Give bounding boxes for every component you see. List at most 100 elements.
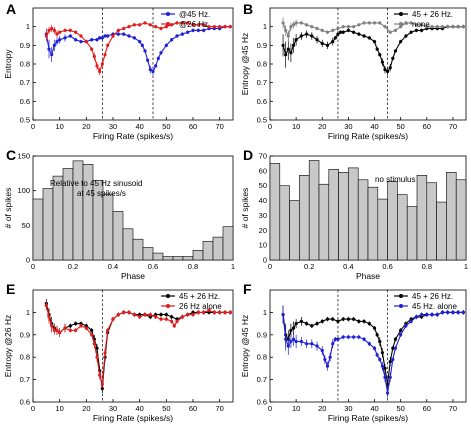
y-tick-label-c-2: 100 [17,186,30,195]
y-tick-label-d-2: 20 [259,226,267,235]
data-point-b-0-16 [341,30,345,34]
legend-swatch-marker-b-1 [399,22,403,26]
legend-e: 45 + 26 Hz.26 Hz alone [161,292,222,311]
legend-label-f-1: 45 Hz. alone [412,302,457,311]
bar-d-9 [357,179,369,261]
data-point-b-1-7 [304,23,309,27]
data-point-a-0-18 [116,32,120,36]
x-tick-label-b-4: 40 [370,122,378,131]
data-point-a-1-23 [138,23,142,27]
y-tick-label-f-4: 1 [263,308,267,317]
x-tick-label-c-2: 0.4 [108,262,118,271]
y-tick-label-d-6: 60 [259,166,267,175]
data-point-f-1-27 [383,375,387,379]
data-point-b-0-23 [375,47,379,51]
y-tick-label-b-2: 0.7 [257,78,267,87]
y-tick-label-b-3: 0.8 [257,60,267,69]
x-tick-label-a-4: 40 [135,122,143,131]
data-point-e-1-41 [228,310,232,314]
panel-c: 0 0.2 0.4 0.6 0.8 1 0 50 100 150 Phase # of spikes R… [3,152,235,282]
y-axis-label-b: Entropy @45 Hz [240,33,250,96]
bar-c-17 [202,240,214,261]
data-point-e-1-33 [186,313,190,317]
data-point-a-0-30 [159,51,163,55]
data-point-a-0-16 [106,34,110,38]
data-point-b-1-35 [451,25,455,29]
legend-label-b-0: 45 + 26 Hz. [412,10,453,19]
x-tick-label-e-4: 40 [135,404,143,413]
bar-d-16 [426,182,437,261]
data-point-f-1-6 [299,339,303,344]
y-axis-label-d: # of spikes [240,188,250,229]
data-point-b-0-17 [346,28,350,32]
legend-swatch-marker-a-0 [166,12,170,16]
bar-d-10 [367,186,379,261]
data-point-f-1-39 [435,313,439,317]
data-point-f-1-33 [404,324,408,328]
y-tick-label-a-3: 0.8 [20,60,30,69]
data-point-a-1-36 [207,25,211,29]
x-tick-label-e-5: 50 [162,404,170,413]
data-point-b-1-23 [388,30,392,34]
data-point-a-1-3 [52,28,56,32]
data-point-e-1-21 [127,310,131,314]
bar-d-0 [269,163,281,261]
data-point-a-0-32 [170,38,174,42]
data-point-f-0-9 [315,322,319,326]
bar-c-7 [102,193,114,261]
panel-letter-c: C [6,147,16,163]
data-point-b-1-31 [430,25,434,29]
data-point-b-1-5 [294,21,298,25]
data-point-e-1-13 [95,355,99,359]
data-point-b-1-20 [372,21,377,25]
data-point-a-0-27 [151,69,155,74]
data-point-e-1-26 [154,315,158,319]
data-point-b-0-5 [294,38,298,42]
data-point-e-0-28 [164,313,168,317]
x-tick-label-d-1: 0.2 [304,262,314,271]
x-axis-label-e: Firing Rate (spikes/s) [93,413,173,423]
data-point-b-1-15 [346,25,350,29]
data-point-f-1-24 [375,353,379,357]
legend-label-e-0: 45 + 26 Hz. [179,292,220,301]
panel-b: 0 10 20 30 40 50 60 70 0.5 0.6 0.7 0.8 0.9 1 Firing Ra… [240,7,467,141]
data-point-e-1-2 [50,324,54,328]
panel-e: 0 10 20 30 40 50 60 70 0.6 0.7 0.8 0.9 1 Firing Rate … [3,289,234,423]
data-point-b-0-7 [304,32,309,36]
x-tick-label-a-6: 60 [189,122,197,131]
bar-c-19 [222,226,234,261]
y-tick-label-d-4: 40 [259,196,267,205]
data-point-b-0-34 [414,28,418,32]
data-point-a-0-11 [90,38,94,42]
legend-a: @45 Hz.@26 Hz [161,10,210,29]
bar-c-11 [142,247,154,261]
data-point-b-0-28 [388,66,392,70]
data-point-a-1-15 [100,62,104,66]
legend-swatch-marker-e-0 [166,294,170,298]
data-point-e-0-27 [159,313,163,317]
data-point-e-1-24 [143,313,147,317]
x-tick-label-e-1: 10 [55,404,63,413]
data-point-f-1-13 [328,355,332,359]
data-point-e-0-11 [90,328,94,332]
x-tick-label-b-0: 0 [268,122,272,131]
data-point-e-1-1 [47,315,51,319]
data-point-b-0-26 [383,68,387,72]
data-point-f-1-20 [357,335,361,339]
y-axis-label-a: Entropy [3,49,13,79]
data-point-f-1-25 [378,357,382,362]
y-tick-label-e-3: 0.9 [20,330,30,339]
bar-d-11 [377,198,388,261]
bar-c-8 [112,211,124,261]
data-point-b-0-30 [393,49,398,53]
data-point-b-0-6 [299,34,303,38]
data-point-a-0-38 [202,28,206,32]
x-tick-label-a-1: 10 [55,122,63,131]
data-point-b-0-3 [289,51,293,55]
y-tick-label-a-1: 0.6 [20,97,30,106]
data-point-b-1-36 [456,25,460,29]
data-point-f-1-42 [451,310,455,314]
data-point-f-1-4 [291,337,296,341]
data-point-a-0-20 [127,34,131,38]
data-point-a-1-13 [95,64,99,68]
